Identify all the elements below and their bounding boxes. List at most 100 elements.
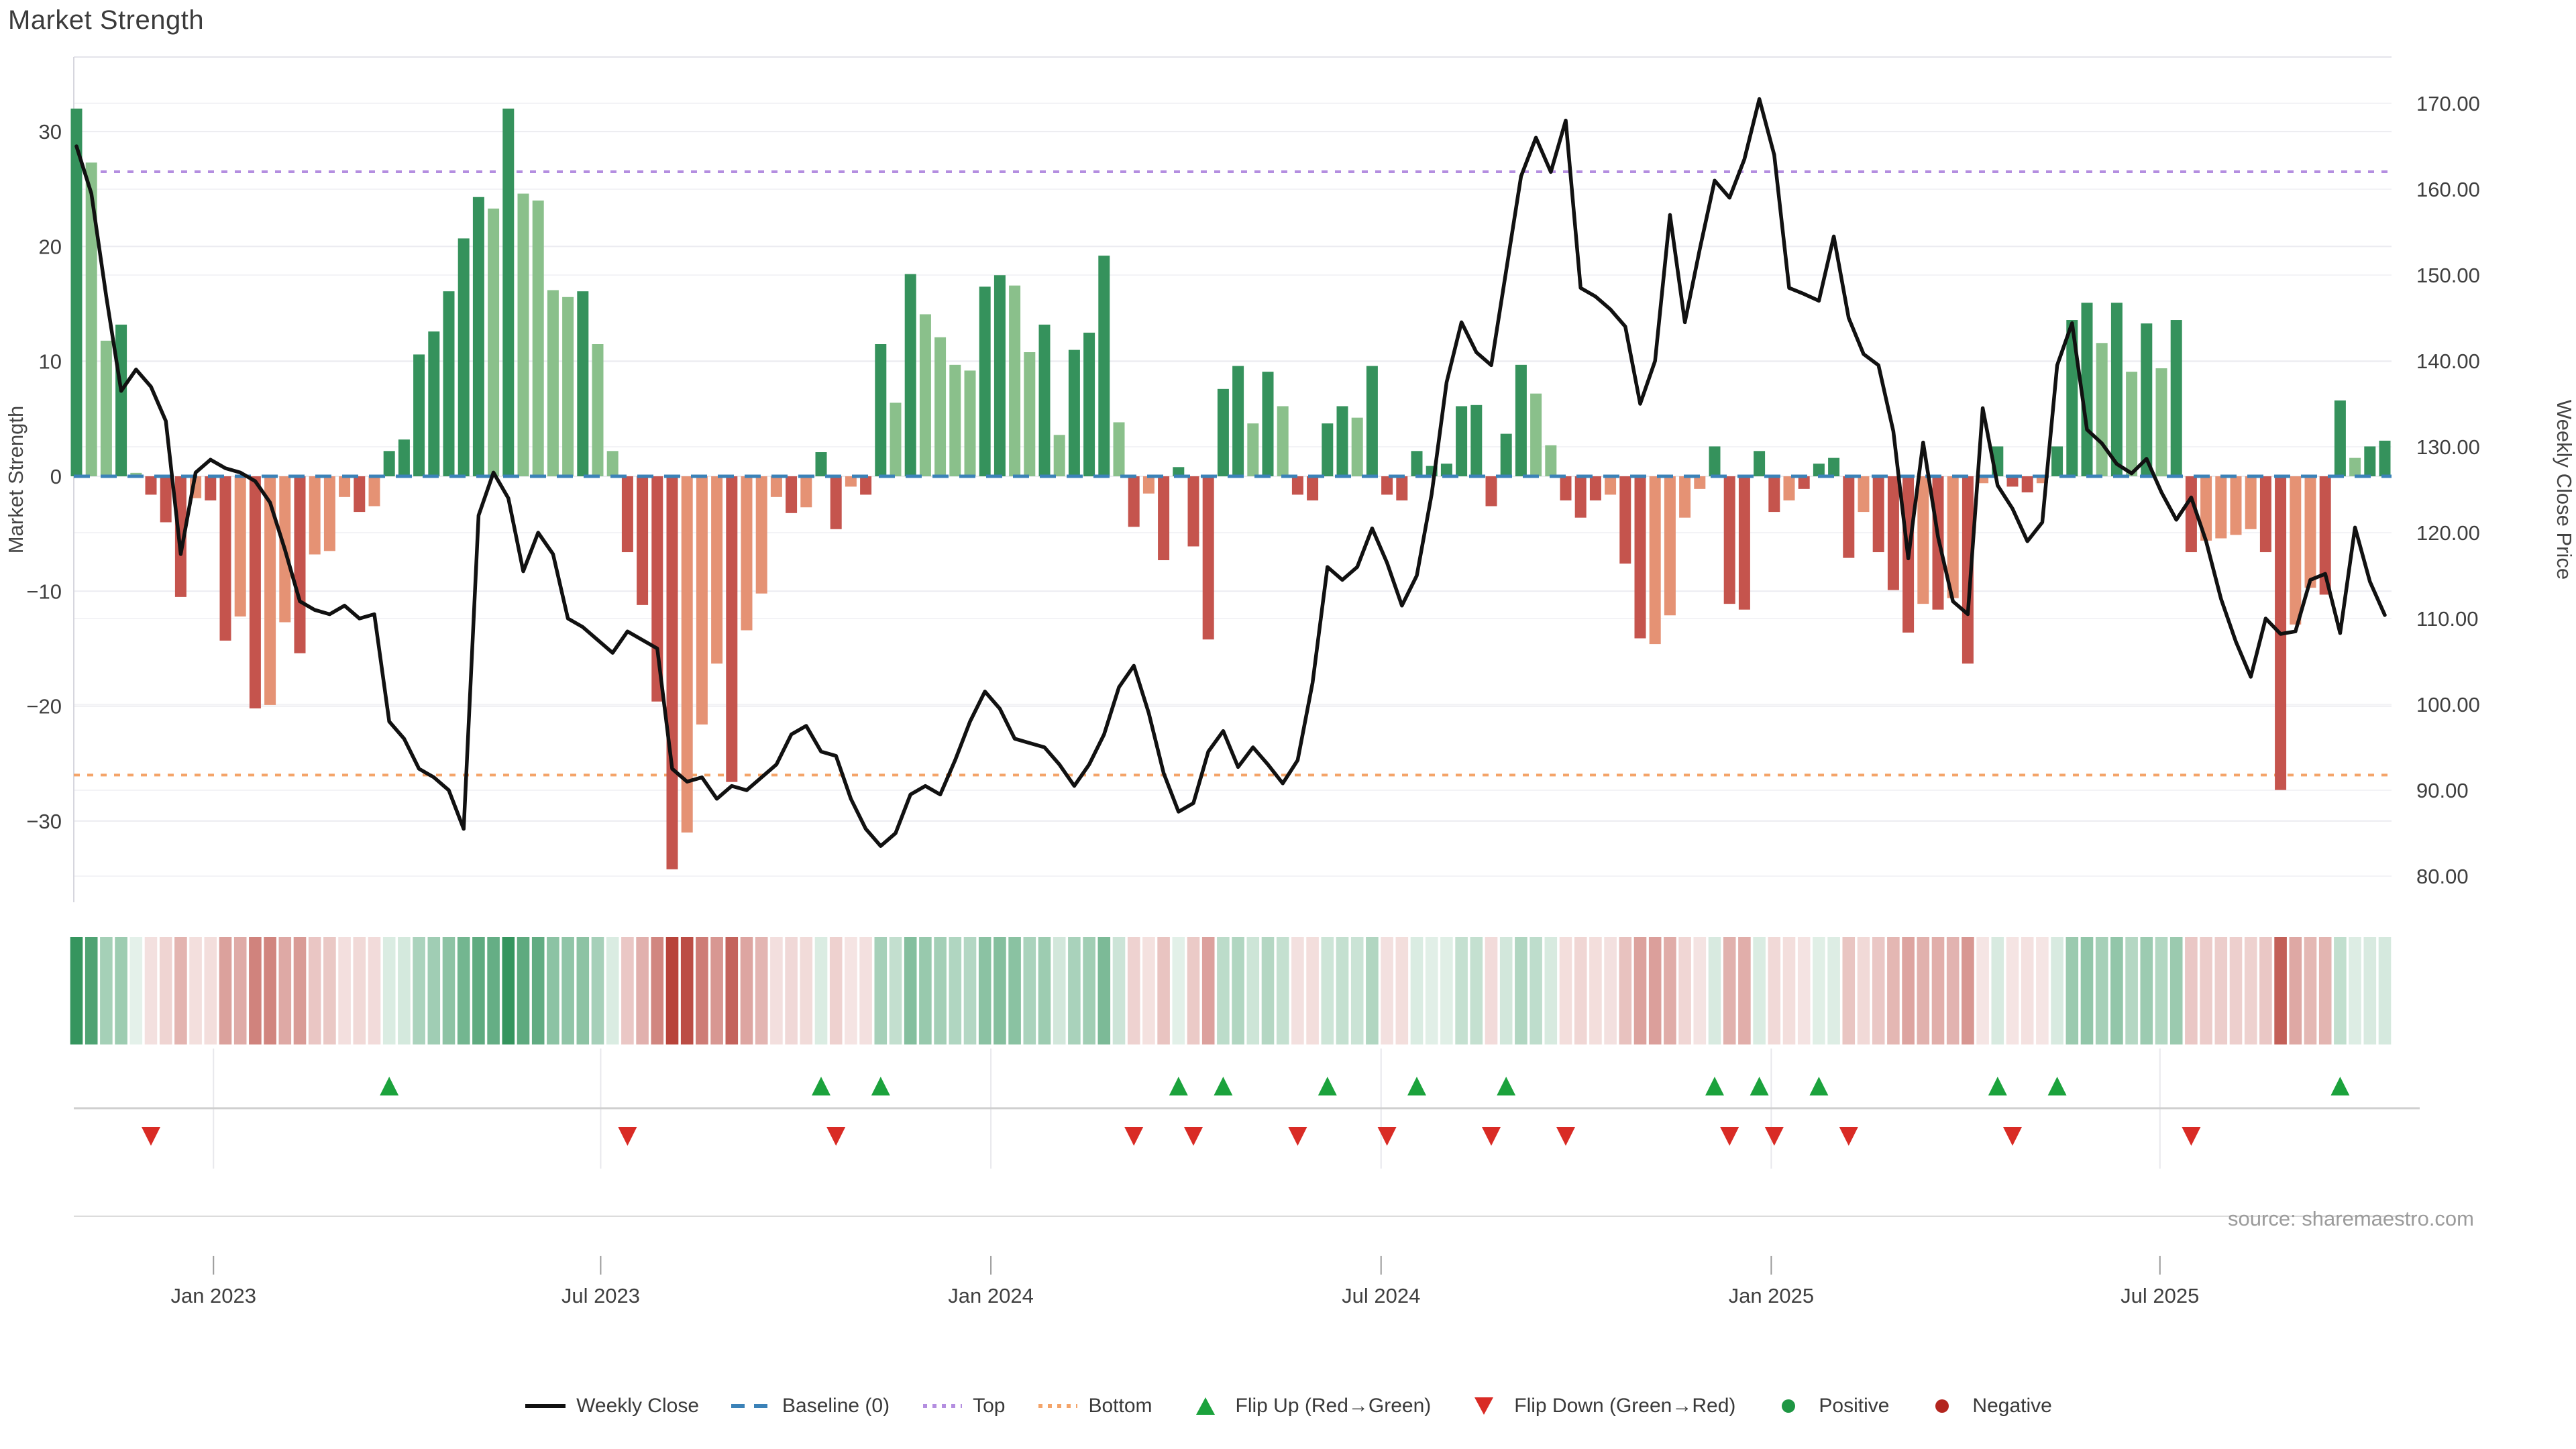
strength-bar[interactable]: [2051, 446, 2063, 476]
strength-bar[interactable]: [1291, 476, 1303, 495]
strength-bar[interactable]: [130, 472, 142, 476]
strength-bar[interactable]: [2185, 476, 2197, 553]
strength-bar[interactable]: [1813, 464, 1825, 476]
strength-bar[interactable]: [979, 286, 991, 476]
strength-bar[interactable]: [219, 476, 231, 641]
strength-bar[interactable]: [637, 476, 649, 605]
strength-bar[interactable]: [2215, 476, 2227, 539]
strength-bar[interactable]: [1411, 451, 1423, 476]
strength-bar[interactable]: [2141, 323, 2153, 476]
strength-bar[interactable]: [1723, 476, 1735, 604]
strength-bar[interactable]: [592, 344, 604, 476]
strength-bar[interactable]: [696, 476, 708, 725]
strength-bar[interactable]: [1456, 406, 1468, 476]
strength-bar[interactable]: [1738, 476, 1750, 610]
strength-bar[interactable]: [458, 238, 470, 476]
strength-bar[interactable]: [205, 476, 217, 500]
strength-bar[interactable]: [1872, 476, 1884, 553]
strength-bar[interactable]: [294, 476, 306, 653]
legend-item[interactable]: Positive: [1766, 1394, 1889, 1418]
strength-bar[interactable]: [2096, 343, 2108, 476]
strength-bar[interactable]: [2170, 320, 2182, 476]
strength-bar[interactable]: [2066, 320, 2078, 476]
strength-bar[interactable]: [174, 476, 186, 597]
strength-bar[interactable]: [2379, 440, 2391, 476]
strength-bar[interactable]: [145, 476, 157, 495]
strength-bar[interactable]: [1158, 476, 1170, 561]
strength-bar[interactable]: [413, 354, 425, 476]
strength-bar[interactable]: [368, 476, 380, 506]
strength-bar[interactable]: [2259, 476, 2271, 553]
legend-item[interactable]: Negative: [1920, 1394, 2052, 1418]
strength-bar[interactable]: [904, 274, 916, 476]
strength-bar[interactable]: [1589, 476, 1601, 500]
legend-item[interactable]: Weekly Close: [524, 1394, 699, 1418]
strength-bar[interactable]: [1142, 476, 1155, 494]
strength-bar[interactable]: [845, 476, 857, 487]
strength-bar[interactable]: [1307, 476, 1319, 500]
strength-bar[interactable]: [577, 291, 589, 476]
strength-bar[interactable]: [2245, 476, 2257, 529]
strength-bar[interactable]: [517, 193, 529, 476]
strength-bar[interactable]: [1009, 285, 1021, 476]
strength-bar[interactable]: [234, 476, 246, 616]
strength-bar[interactable]: [532, 200, 544, 476]
strength-bar[interactable]: [1381, 476, 1393, 495]
strength-bar[interactable]: [1828, 458, 1840, 476]
strength-bar[interactable]: [264, 476, 276, 705]
strength-bar[interactable]: [1322, 423, 1334, 476]
strength-bar[interactable]: [1530, 393, 1542, 476]
strength-bar[interactable]: [1113, 422, 1125, 476]
strength-bar[interactable]: [1977, 476, 1989, 484]
strength-bar[interactable]: [2230, 476, 2242, 535]
strength-bar[interactable]: [800, 476, 812, 508]
strength-bar[interactable]: [472, 197, 484, 476]
strength-bar[interactable]: [755, 476, 767, 594]
strength-bar[interactable]: [815, 452, 827, 476]
strength-bar[interactable]: [2021, 476, 2033, 492]
strength-bar[interactable]: [70, 108, 83, 477]
strength-bar[interactable]: [2200, 476, 2212, 541]
strength-bar[interactable]: [1038, 324, 1051, 476]
strength-bar[interactable]: [2126, 372, 2138, 476]
strength-bar[interactable]: [2364, 446, 2376, 476]
strength-bar[interactable]: [547, 290, 559, 476]
legend-item[interactable]: Flip Down (Green→Red): [1462, 1394, 1735, 1418]
strength-bar[interactable]: [1887, 476, 1899, 590]
strength-bar[interactable]: [1053, 435, 1065, 476]
strength-bar[interactable]: [1083, 332, 1095, 476]
strength-bar[interactable]: [309, 476, 321, 555]
strength-bar[interactable]: [2110, 303, 2123, 476]
strength-bar[interactable]: [964, 370, 976, 476]
strength-bar[interactable]: [2155, 368, 2167, 476]
strength-bar[interactable]: [2290, 476, 2302, 625]
strength-bar[interactable]: [621, 476, 633, 553]
strength-bar[interactable]: [994, 275, 1006, 476]
strength-bar[interactable]: [160, 476, 172, 523]
strength-bar[interactable]: [1605, 476, 1617, 495]
strength-bar[interactable]: [1500, 433, 1512, 476]
strength-bar[interactable]: [398, 439, 410, 476]
strength-bar[interactable]: [1336, 406, 1348, 476]
strength-bar[interactable]: [2319, 476, 2331, 595]
strength-bar[interactable]: [1247, 423, 1259, 476]
strength-bar[interactable]: [1098, 256, 1110, 476]
strength-bar[interactable]: [919, 314, 931, 476]
strength-bar[interactable]: [606, 451, 619, 476]
strength-bar[interactable]: [1202, 476, 1214, 640]
strength-bar[interactable]: [1798, 476, 1810, 489]
strength-bar[interactable]: [1649, 476, 1661, 645]
strength-bar[interactable]: [1128, 476, 1140, 527]
strength-bar[interactable]: [1619, 476, 1631, 564]
strength-bar[interactable]: [711, 476, 723, 664]
strength-bar[interactable]: [1634, 476, 1646, 639]
strength-bar[interactable]: [562, 297, 574, 476]
strength-bar[interactable]: [1515, 364, 1527, 476]
strength-bar[interactable]: [875, 344, 887, 476]
strength-bar[interactable]: [890, 402, 902, 476]
strength-bar[interactable]: [666, 476, 678, 869]
strength-bar[interactable]: [1068, 350, 1080, 476]
strength-bar[interactable]: [249, 476, 261, 709]
legend-item[interactable]: Baseline (0): [730, 1394, 890, 1418]
strength-bar[interactable]: [786, 476, 798, 513]
